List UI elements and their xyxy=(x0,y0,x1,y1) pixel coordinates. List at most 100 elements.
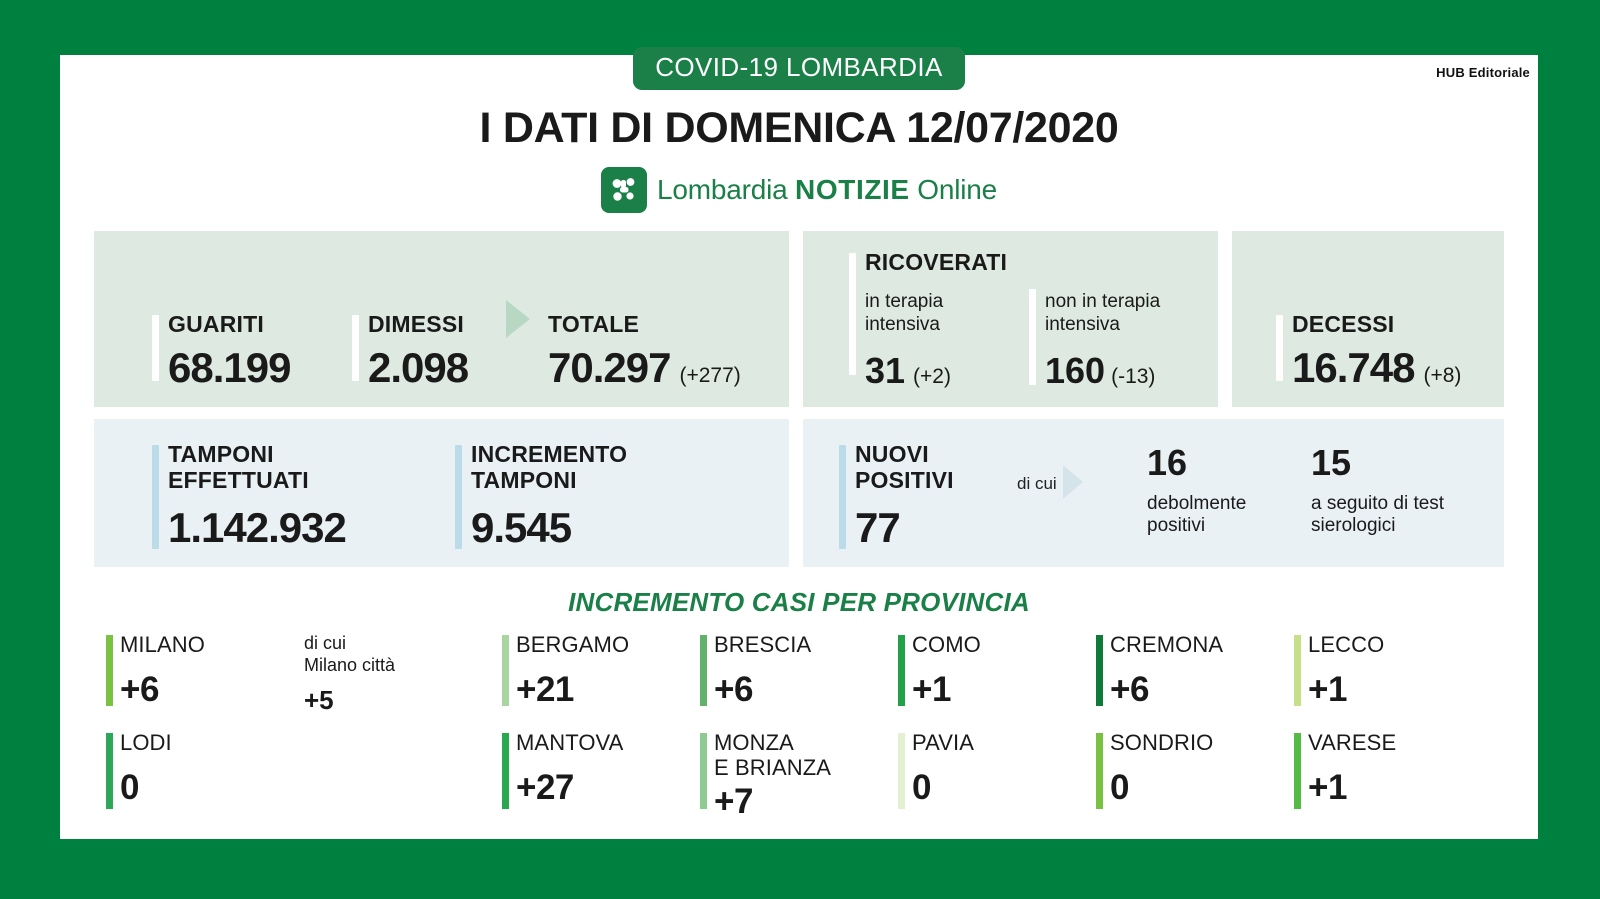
badge-row: COVID-19 LOMBARDIA xyxy=(60,47,1538,98)
province-value: +1 xyxy=(1308,669,1347,709)
province-color-bar xyxy=(502,634,509,706)
province-color-bar xyxy=(898,732,905,809)
covid-badge: COVID-19 LOMBARDIA xyxy=(633,47,965,90)
province-name: MONZA E BRIANZA xyxy=(714,729,832,780)
province-color-bar xyxy=(1096,732,1103,809)
accent-bar xyxy=(1029,289,1036,385)
panel-ricoverati: RICOVERATI in terapia intensiva 31 (+2) xyxy=(803,231,1218,407)
stat-decessi-delta: (+8) xyxy=(1423,363,1462,387)
chevron-right-icon xyxy=(1061,463,1087,506)
province-lecco: LECCO +1 xyxy=(1294,632,1492,716)
di-cui-label: di cui xyxy=(1017,474,1057,494)
panel-guariti-dimessi-totale: GUARITI 68.199 DIMESSI 2.098 TOTALE xyxy=(94,231,789,407)
stat-ricoverati-label: RICOVERATI xyxy=(865,249,1008,275)
province-sub-label: di cui Milano città xyxy=(304,632,396,676)
di-cui-group: di cui xyxy=(1017,463,1147,506)
province-name: CREMONA xyxy=(1110,631,1224,657)
province-color-bar xyxy=(502,732,509,809)
provinces-grid: MILANO +6 di cui Milano città +5 BERGAMO… xyxy=(60,632,1538,819)
province-value: +7 xyxy=(714,781,753,821)
province-value: +1 xyxy=(1308,767,1347,807)
province-color-bar xyxy=(700,634,707,706)
accent-bar xyxy=(1276,314,1283,381)
province-value: +1 xyxy=(912,669,951,709)
province-value: +27 xyxy=(516,767,574,807)
infographic-card: HUB Editoriale COVID-19 LOMBARDIA I DATI… xyxy=(60,47,1538,839)
stat-guariti: GUARITI 68.199 xyxy=(152,311,352,389)
page-title: I DATI DI DOMENICA 12/07/2020 xyxy=(479,104,1119,152)
province-color-bar xyxy=(106,634,113,706)
province-bergamo: BERGAMO +21 xyxy=(502,632,700,716)
stat-terapia-intensiva-label: in terapia intensiva xyxy=(865,291,944,335)
stat-dimessi: DIMESSI 2.098 xyxy=(352,311,502,389)
province-monza-e-brianza: MONZA E BRIANZA +7 xyxy=(700,730,898,819)
stat-ricoverati-header: RICOVERATI xyxy=(849,249,1008,375)
accent-bar xyxy=(455,444,462,549)
stat-nuovi-positivi: NUOVI POSITIVI 77 xyxy=(839,441,1017,549)
province-name: LODI xyxy=(120,729,172,755)
stat-test-sierologici-label: a seguito di test sierologici xyxy=(1311,492,1445,537)
province-name: BERGAMO xyxy=(516,631,630,657)
province-milano-citta: di cui Milano città +5 xyxy=(304,632,502,716)
province-name: COMO xyxy=(912,631,981,657)
province-name: LECCO xyxy=(1308,631,1385,657)
province-value: +6 xyxy=(120,669,159,709)
stat-test-sierologici-value: 15 xyxy=(1311,441,1352,483)
stats-panels: GUARITI 68.199 DIMESSI 2.098 TOTALE xyxy=(60,231,1538,567)
stat-nuovi-positivi-label: NUOVI POSITIVI xyxy=(855,440,954,493)
chevron-right-icon xyxy=(502,296,536,342)
province-value: +6 xyxy=(1110,669,1149,709)
stat-decessi-label: DECESSI xyxy=(1292,310,1395,337)
stat-incremento-tamponi-value: 9.545 xyxy=(471,503,572,551)
province-mantova: MANTOVA +27 xyxy=(502,730,700,819)
province-color-bar xyxy=(1294,732,1301,809)
province-value: +21 xyxy=(516,669,574,709)
stat-nuovi-positivi-value: 77 xyxy=(855,503,901,551)
province-milano: MILANO +6 xyxy=(106,632,304,716)
stat-non-terapia-intensiva: non in terapia intensiva 160 (-13) xyxy=(1029,289,1160,391)
province-color-bar xyxy=(700,732,707,809)
stat-incremento-tamponi: INCREMENTO TAMPONI 9.545 xyxy=(455,441,627,549)
panel-tamponi: TAMPONI EFFETTUATI 1.142.932 INCREMENTO … xyxy=(94,418,789,567)
panel-decessi: DECESSI 16.748 (+8) xyxy=(1232,231,1504,407)
stat-tamponi-effettuati-value: 1.142.932 xyxy=(168,503,347,551)
stats-row-1: GUARITI 68.199 DIMESSI 2.098 TOTALE xyxy=(94,231,1504,407)
stat-tamponi-effettuati: TAMPONI EFFETTUATI 1.142.932 xyxy=(152,441,455,549)
stat-guariti-value: 68.199 xyxy=(168,343,291,391)
province-cremona: CREMONA +6 xyxy=(1096,632,1294,716)
stat-decessi: DECESSI 16.748 (+8) xyxy=(1276,311,1461,389)
province-name: BRESCIA xyxy=(714,631,812,657)
stat-terapia-intensiva: in terapia intensiva 31 (+2) xyxy=(849,291,1029,389)
province-color-bar xyxy=(106,732,113,809)
stat-debolmente-positivi-label: debolmente positivi xyxy=(1147,492,1247,537)
province-value: +6 xyxy=(714,669,753,709)
stat-terapia-intensiva-value: 31 xyxy=(865,349,906,391)
province-varese: VARESE +1 xyxy=(1294,730,1492,819)
stat-totale-delta: (+277) xyxy=(679,363,741,387)
logo-text-notizie: NOTIZIE xyxy=(795,174,910,205)
stat-decessi-value: 16.748 xyxy=(1292,343,1415,391)
province-pavia: PAVIA 0 xyxy=(898,730,1096,819)
province-sub-value: +5 xyxy=(304,684,334,715)
accent-bar xyxy=(152,314,159,381)
accent-bar xyxy=(839,444,846,549)
stat-incremento-tamponi-label: INCREMENTO TAMPONI xyxy=(471,440,628,493)
province-value: 0 xyxy=(912,767,931,807)
province-color-bar xyxy=(1096,634,1103,706)
province-lodi: LODI 0 xyxy=(106,730,304,819)
province-value: 0 xyxy=(1110,767,1129,807)
provinces-title: INCREMENTO CASI PER PROVINCIA xyxy=(568,586,1030,617)
province-spacer xyxy=(304,730,502,819)
province-brescia: BRESCIA +6 xyxy=(700,632,898,716)
stat-debolmente-positivi: 16 debolmente positivi xyxy=(1147,444,1311,539)
stat-non-terapia-intensiva-value: 160 xyxy=(1045,349,1106,391)
stat-test-sierologici: 15 a seguito di test sierologici xyxy=(1311,441,1445,539)
logo-text-lombardia: Lombardia xyxy=(656,174,796,205)
province-name: MANTOVA xyxy=(516,729,624,755)
accent-bar xyxy=(152,444,159,549)
logo-wordmark: Lombardia NOTIZIE Online xyxy=(657,174,997,206)
stat-totale-value: 70.297 xyxy=(548,343,671,391)
province-name: PAVIA xyxy=(912,729,975,755)
province-name: SONDRIO xyxy=(1110,729,1214,755)
